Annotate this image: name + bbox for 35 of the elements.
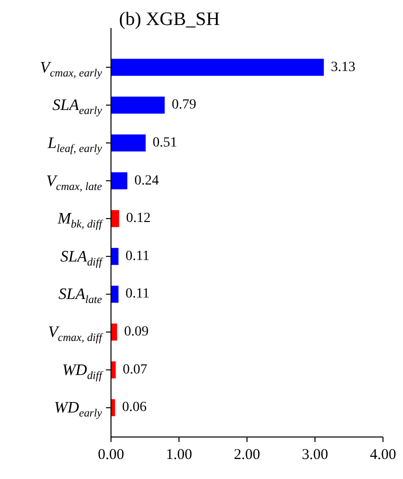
y-tick-label: SLA$_{early}$ (52, 96, 102, 118)
y-tick-label: SLA$_{diff}$ (60, 248, 104, 268)
data-label: 3.13 (330, 60, 356, 75)
bar (111, 58, 324, 76)
data-label: 0.24 (134, 173, 159, 188)
x-tick-label: 0.00 (98, 447, 124, 463)
y-tick-label: SLA$_{late}$ (58, 286, 102, 306)
x-tick-label: 2.00 (234, 447, 260, 463)
data-label: 0.07 (122, 362, 148, 378)
bar (111, 210, 120, 228)
y-tick-label: V$_{cmax, early}$ (40, 58, 102, 80)
bar (111, 324, 118, 341)
data-label: 0.79 (172, 98, 196, 113)
x-tick-label: 1.00 (166, 447, 192, 463)
bar (111, 286, 118, 303)
x-tick-label: 4.00 (370, 447, 396, 463)
bar (111, 96, 165, 114)
y-tick-label: WD$_{early}$ (54, 399, 102, 420)
bar (111, 361, 116, 378)
data-label: 0.06 (122, 400, 147, 416)
x-tick-label: 3.00 (302, 447, 328, 463)
data-label: 0.12 (126, 211, 151, 226)
y-tick-label: M$_{bk, diff}$ (56, 210, 104, 231)
y-tick-label: V$_{cmax, diff}$ (48, 324, 104, 344)
bar (111, 172, 128, 190)
data-label: 0.09 (124, 324, 149, 340)
data-label: 0.11 (125, 286, 150, 302)
y-tick-label: L$_{leaf, early}$ (46, 134, 102, 155)
bar (111, 248, 118, 265)
bar (111, 134, 146, 152)
y-tick-label: WD$_{diff}$ (62, 361, 104, 382)
chart-title: (b) XGB_SH (119, 9, 220, 30)
data-label: 0.11 (125, 248, 150, 264)
y-tick-label: V$_{cmax, late}$ (46, 172, 102, 193)
data-label: 0.51 (152, 135, 178, 150)
